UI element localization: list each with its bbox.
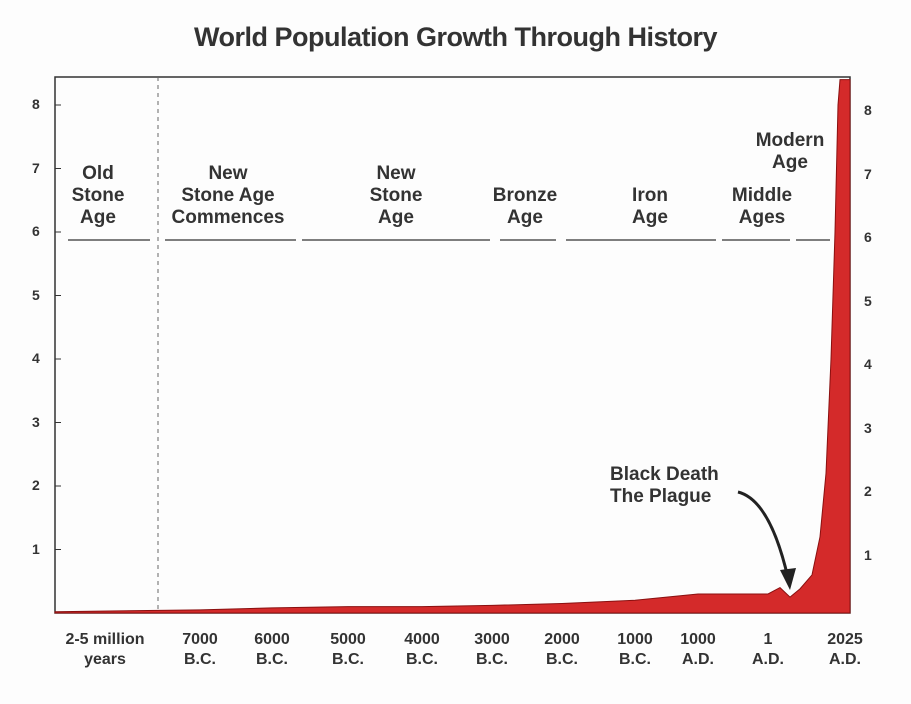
population-area (54, 79, 851, 614)
x-tick-label: 4000 B.C. (404, 631, 440, 668)
x-tick-label: 7000 B.C. (182, 631, 218, 668)
right-y-tick-label: 2 (864, 483, 872, 499)
y-tick-label: 7 (32, 159, 40, 176)
y-tick-label: 8 (32, 96, 40, 112)
right-y-tick-label: 6 (864, 229, 872, 245)
x-tick-label: 2000 B.C. (544, 631, 580, 668)
era-label: New Stone Age Commences (171, 163, 285, 228)
x-tick-label: 1000 B.C. (617, 631, 653, 668)
right-y-tick-label: 8 (864, 102, 872, 118)
era-label: Bronze Age (492, 185, 558, 228)
era-label: Old Stone Age (71, 163, 125, 228)
x-tick-label: 3000 B.C. (474, 631, 510, 668)
era-label: Modern Age (755, 130, 825, 173)
era-label: Middle Ages (731, 185, 793, 228)
x-tick-label: 1 A.D. (752, 631, 784, 668)
x-tick-label: 1000 A.D. (680, 631, 716, 668)
y-tick-label: 3 (32, 413, 40, 430)
y-tick-label: 6 (32, 223, 40, 239)
x-tick-label: 2025 A.D. (827, 631, 863, 668)
right-y-tick-label: 5 (864, 292, 872, 309)
era-label: New Stone Age (369, 163, 423, 228)
era-label: Iron Age (632, 185, 668, 228)
annotation-arrow (737, 490, 790, 579)
y-tick-label: 5 (32, 286, 40, 303)
y-tick-label: 2 (32, 477, 40, 493)
x-tick-label: 5000 B.C. (330, 631, 366, 668)
chart-title: World Population Growth Through History (194, 22, 717, 52)
right-y-tick-label: 4 (864, 356, 872, 372)
right-y-tick-label: 3 (864, 419, 872, 436)
right-y-tick-label: 7 (864, 165, 872, 182)
annotation-arrowhead (780, 568, 796, 590)
y-tick-label: 4 (32, 350, 40, 366)
y-tick-label: 1 (32, 540, 40, 557)
right-y-tick-label: 1 (864, 546, 872, 563)
x-tick-label: 6000 B.C. (254, 631, 290, 668)
annotation-label: Black Death The Plague (610, 464, 719, 507)
plot-frame (54, 76, 851, 614)
x-tick-label: 2-5 million years (65, 631, 145, 668)
